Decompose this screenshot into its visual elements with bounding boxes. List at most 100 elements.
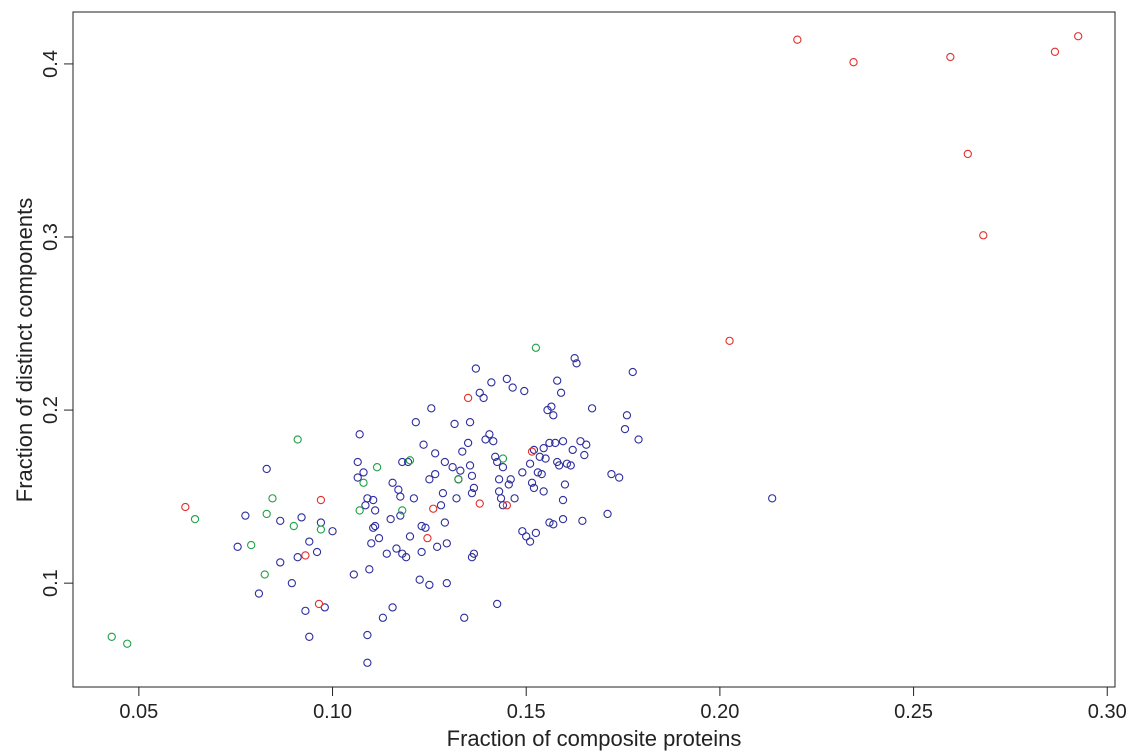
data-point xyxy=(551,438,560,448)
y-tick-label: 0.3 xyxy=(40,223,62,251)
data-point xyxy=(467,489,477,498)
data-point xyxy=(562,459,572,468)
data-point xyxy=(491,452,500,461)
data-point xyxy=(417,521,426,531)
x-axis-ticks: 0.05 0.10 0.15 0.20 0.25 0.30 xyxy=(119,687,1127,723)
data-point xyxy=(541,454,550,463)
data-point xyxy=(405,456,415,465)
data-point xyxy=(535,452,544,461)
data-point xyxy=(460,613,469,622)
data-point xyxy=(479,393,488,403)
data-point xyxy=(425,475,434,484)
data-point xyxy=(979,231,988,240)
data-point xyxy=(496,494,506,503)
data-point xyxy=(417,547,426,557)
data-point xyxy=(361,501,370,510)
data-point xyxy=(423,534,432,543)
data-point xyxy=(363,658,372,667)
data-point xyxy=(469,549,479,558)
x-tick-label: 0.20 xyxy=(700,701,739,723)
data-point xyxy=(525,537,535,546)
data-point xyxy=(487,378,496,387)
data-point xyxy=(558,495,568,505)
data-point xyxy=(502,374,511,384)
data-point xyxy=(374,534,384,543)
data-point xyxy=(353,457,362,467)
data-point xyxy=(289,521,298,531)
data-point xyxy=(582,440,591,449)
data-point xyxy=(498,454,508,463)
data-points xyxy=(107,32,1083,667)
data-point xyxy=(411,418,420,427)
data-point xyxy=(494,475,504,484)
data-point xyxy=(603,509,612,519)
data-point xyxy=(518,527,527,536)
data-point xyxy=(440,518,450,527)
data-point xyxy=(502,501,511,510)
data-point xyxy=(946,52,955,62)
data-point xyxy=(314,599,324,609)
data-point xyxy=(963,149,972,159)
data-point xyxy=(504,480,513,489)
data-point xyxy=(403,457,413,467)
data-point xyxy=(547,402,556,411)
data-point xyxy=(545,438,554,448)
data-point xyxy=(768,494,777,503)
data-point xyxy=(293,435,302,444)
data-point xyxy=(456,466,465,475)
y-tick-label: 0.1 xyxy=(40,569,62,597)
data-point xyxy=(527,478,537,487)
data-point xyxy=(181,502,190,512)
data-point xyxy=(448,463,457,472)
data-point xyxy=(268,494,277,503)
data-point xyxy=(498,463,508,472)
data-point xyxy=(560,480,570,489)
data-point xyxy=(363,630,372,640)
plot-frame xyxy=(72,11,1116,688)
data-point xyxy=(262,509,271,519)
data-point xyxy=(549,411,558,420)
data-point xyxy=(465,418,475,427)
data-point xyxy=(301,551,310,560)
data-point xyxy=(260,570,269,579)
data-point xyxy=(489,437,498,446)
data-point xyxy=(442,539,451,548)
data-point xyxy=(415,575,424,584)
data-point xyxy=(533,468,542,477)
data-point xyxy=(409,494,419,503)
data-point xyxy=(458,447,467,456)
data-point xyxy=(558,437,568,446)
data-point xyxy=(622,411,632,420)
data-point xyxy=(529,483,539,493)
data-point xyxy=(463,393,473,403)
data-point xyxy=(558,514,568,524)
data-point xyxy=(276,558,285,567)
data-point xyxy=(725,336,734,345)
y-tick-label: 0.4 xyxy=(40,50,62,78)
x-tick-label: 0.05 xyxy=(119,701,158,723)
data-point xyxy=(570,354,579,363)
data-point xyxy=(369,495,378,505)
data-point xyxy=(287,579,297,588)
data-point xyxy=(355,430,364,439)
data-point xyxy=(566,461,575,470)
data-point xyxy=(301,606,310,615)
data-point xyxy=(123,639,132,648)
data-point xyxy=(475,499,484,508)
data-point xyxy=(554,461,564,470)
data-point xyxy=(539,444,548,453)
data-point xyxy=(1074,32,1083,41)
data-point xyxy=(471,364,481,373)
data-point xyxy=(392,544,401,553)
data-point xyxy=(580,450,589,460)
data-point xyxy=(525,459,535,468)
data-point xyxy=(615,473,624,482)
x-tick-label: 0.30 xyxy=(1088,701,1127,723)
data-point xyxy=(316,495,326,505)
data-point xyxy=(452,494,461,503)
data-point xyxy=(398,506,407,515)
data-point xyxy=(493,599,502,609)
data-point xyxy=(388,478,397,487)
data-point xyxy=(359,468,368,477)
data-point xyxy=(553,376,562,385)
